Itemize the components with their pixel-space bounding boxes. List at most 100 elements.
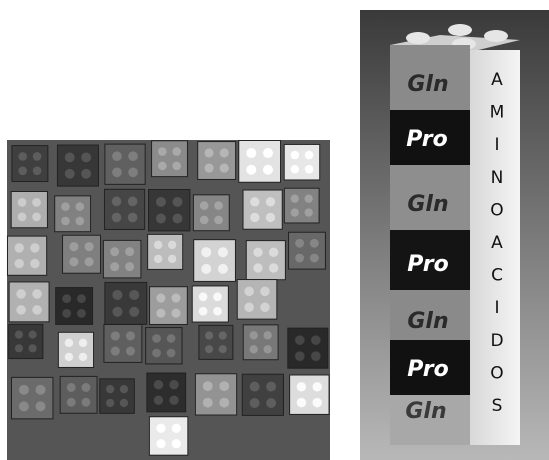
brick (191, 285, 229, 323)
brick (149, 286, 188, 325)
side-letter: I (494, 298, 499, 318)
side-letter: O (490, 200, 503, 220)
stud (32, 198, 41, 207)
stud (18, 152, 28, 161)
stud (105, 398, 115, 408)
stud (28, 344, 37, 353)
stud (84, 257, 94, 267)
side-letter: C (491, 266, 503, 286)
stud (260, 286, 270, 297)
brick (390, 395, 470, 445)
stud (17, 212, 27, 222)
stud (69, 257, 79, 267)
stud (217, 263, 228, 274)
brick (148, 189, 191, 232)
stud (32, 152, 42, 161)
stud (198, 292, 208, 302)
stud (69, 242, 79, 252)
tower-label: Pro (406, 127, 447, 152)
stud (172, 196, 183, 207)
brick (192, 194, 230, 232)
brick (198, 324, 234, 360)
stud (265, 212, 276, 223)
stud (171, 423, 181, 433)
stud (125, 262, 135, 272)
stud (250, 197, 260, 207)
stud (14, 330, 24, 339)
stud (64, 152, 75, 163)
tower-side (470, 50, 520, 445)
brick (59, 375, 98, 414)
stud (125, 331, 136, 341)
stud (202, 397, 213, 408)
brick (289, 374, 330, 415)
stud (249, 345, 258, 354)
stud (112, 289, 123, 301)
stud (156, 293, 166, 303)
stud (129, 289, 140, 301)
stud (18, 384, 29, 395)
stud (110, 346, 120, 356)
brick (245, 240, 286, 281)
stud (127, 212, 138, 223)
stud (152, 348, 161, 358)
brick (8, 323, 44, 360)
stud (152, 334, 161, 343)
brick (148, 416, 189, 456)
stud (219, 163, 229, 173)
stud (119, 385, 129, 394)
stud (127, 196, 138, 207)
stud (110, 247, 120, 257)
stud (290, 194, 299, 203)
stud (199, 201, 209, 210)
tower-label: Gln (407, 309, 448, 334)
stud (153, 380, 164, 390)
stud (128, 167, 138, 178)
stud (294, 335, 305, 345)
stud (156, 439, 166, 449)
brick (197, 141, 237, 180)
stud (18, 166, 28, 176)
stud (169, 395, 179, 405)
stud (171, 308, 181, 318)
stud (296, 397, 307, 408)
stud (81, 397, 91, 407)
stud (262, 164, 274, 175)
stud (312, 382, 322, 392)
stud (153, 395, 164, 405)
stud (218, 331, 227, 340)
stud (112, 151, 122, 162)
brick (146, 372, 187, 413)
stud (32, 212, 41, 222)
stud (18, 401, 29, 412)
stud (202, 381, 213, 392)
stud (112, 306, 123, 317)
brick (238, 140, 282, 183)
brick (390, 340, 470, 395)
brick (390, 230, 470, 290)
stud (62, 294, 72, 304)
brick (11, 145, 49, 183)
stud (198, 306, 208, 316)
stud (61, 216, 70, 226)
stud (249, 398, 260, 408)
stud (125, 247, 135, 257)
stud (448, 24, 472, 36)
brick (151, 140, 188, 178)
side-letter: I (494, 135, 499, 155)
stud (214, 215, 223, 225)
stud (14, 243, 24, 253)
stud (105, 385, 115, 394)
brick (390, 110, 470, 165)
stud (32, 305, 42, 315)
stud (290, 150, 300, 160)
stud (263, 345, 272, 354)
brick (103, 324, 143, 363)
stud (199, 215, 209, 225)
stud (155, 213, 166, 224)
brick (236, 279, 278, 320)
stud (309, 253, 319, 263)
stud (268, 263, 279, 273)
stud (204, 163, 214, 173)
stud (167, 240, 177, 250)
